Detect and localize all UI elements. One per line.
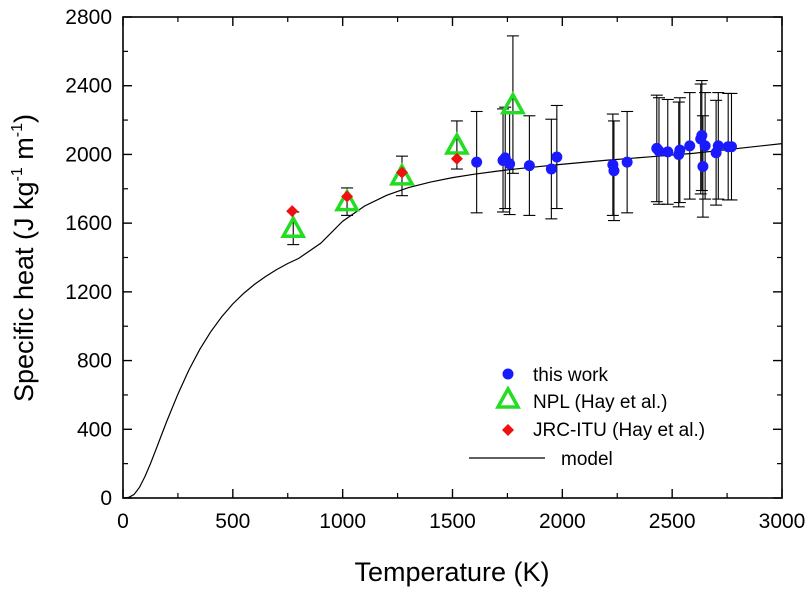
data-point-npl (499, 91, 526, 115)
y-axis-title-middle: m (9, 137, 39, 167)
data-point-this-work (545, 163, 557, 175)
model-curve (122, 143, 783, 499)
data-point-this-work (504, 158, 516, 170)
data-point-npl (334, 188, 361, 212)
legend-marker-npl (495, 385, 521, 409)
data-point-this-work (608, 165, 620, 177)
data-point-this-work (471, 156, 483, 168)
data-point-jrc (395, 166, 408, 179)
legend-label-jrc: JRC-ITU (Hay et al.) (533, 420, 705, 441)
data-point-this-work (712, 140, 724, 152)
data-point-this-work (725, 141, 737, 153)
y-tick-label: 2800 (65, 6, 112, 29)
model-series (122, 143, 783, 499)
x-tick-label: 1000 (319, 510, 366, 533)
data-point-this-work (699, 140, 711, 152)
data-point-npl (280, 214, 307, 239)
data-point-this-work (697, 160, 709, 172)
legend-marker-this-work (502, 368, 514, 380)
y-tick-label: 2400 (65, 75, 112, 98)
y-axis-title-prefix: Specific heat (J kg (9, 181, 39, 402)
legend-label-model: model (561, 449, 613, 470)
x-tick-labels: 0 500 1000 1500 2000 2500 3000 (117, 510, 805, 533)
data-point-this-work (551, 151, 563, 163)
x-tick-label: 0 (117, 510, 129, 533)
data-point-npl (389, 162, 415, 186)
legend-label-this-work: this work (533, 365, 608, 386)
x-tick-label: 2000 (539, 510, 586, 533)
x-tick-label: 3000 (759, 510, 806, 533)
y-axis-title-sup2: -1 (9, 123, 26, 137)
legend: this work NPL (Hay et al.) JRC-ITU (Hay … (469, 365, 705, 470)
y-axis-title: Specific heat (J kg-1 m-1) (9, 114, 39, 402)
y-tick-label: 1200 (65, 281, 112, 304)
y-axis-title-suffix: ) (9, 114, 39, 123)
data-point-this-work (684, 140, 696, 152)
data-point-jrc (450, 152, 463, 165)
data-markers (280, 91, 737, 239)
x-axis-title: Temperature (K) (354, 557, 549, 587)
data-point-this-work (621, 156, 633, 168)
data-point-this-work (523, 160, 535, 172)
legend-marker-jrc (502, 424, 514, 436)
x-tick-label: 500 (215, 510, 250, 533)
data-point-this-work (662, 146, 674, 158)
data-point-jrc (341, 190, 354, 203)
data-point-jrc (286, 205, 299, 218)
y-tick-labels: 0 400 800 1200 1600 2000 2400 2800 (65, 6, 112, 510)
y-tick-label: 2000 (65, 143, 112, 166)
axis-ticks (122, 16, 783, 499)
data-point-this-work (696, 130, 708, 142)
data-point-this-work (674, 144, 686, 156)
legend-label-npl: NPL (Hay et al.) (533, 392, 667, 413)
x-tick-label: 1500 (429, 510, 476, 533)
y-tick-label: 400 (77, 418, 112, 441)
data-point-this-work (653, 145, 665, 157)
y-axis-title-sup1: -1 (9, 167, 26, 181)
y-tick-label: 800 (77, 350, 112, 373)
y-tick-label: 0 (100, 487, 112, 510)
y-tick-label: 1600 (65, 212, 112, 235)
x-tick-label: 2500 (649, 510, 696, 533)
